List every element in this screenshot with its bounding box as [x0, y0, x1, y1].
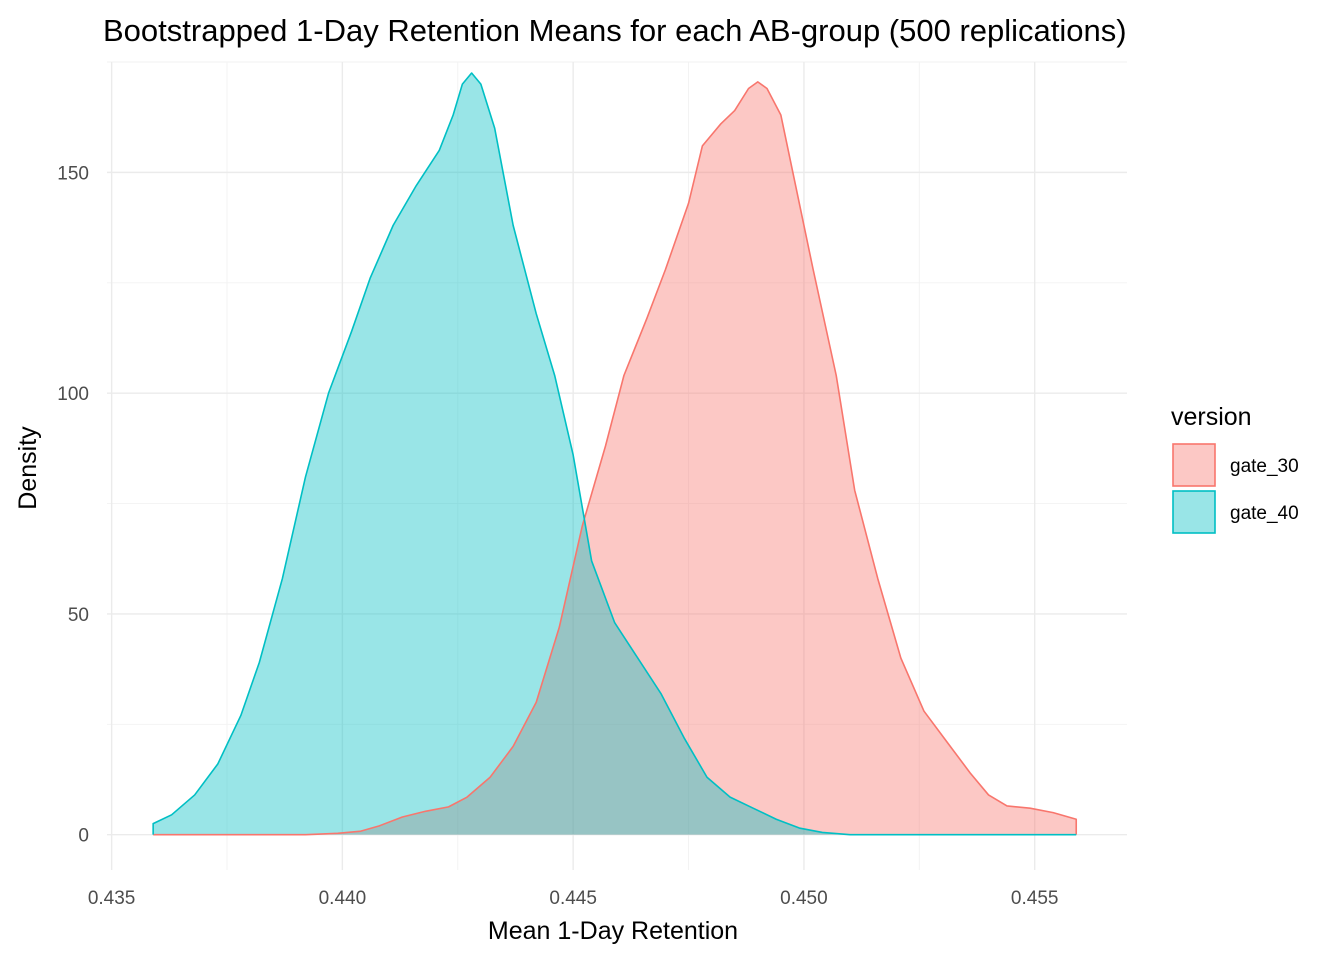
- legend-title: version: [1171, 403, 1252, 431]
- y-axis-tick-labels: 0 50 100 150: [57, 163, 89, 846]
- y-axis-title: Density: [14, 426, 42, 510]
- y-tick-label: 100: [57, 384, 89, 405]
- legend-item-gate_40: gate_40: [1172, 490, 1299, 534]
- x-axis-title: Mean 1-Day Retention: [488, 917, 738, 945]
- legend-label: gate_30: [1230, 456, 1299, 477]
- legend-items: gate_30 gate_40: [1172, 443, 1299, 534]
- x-tick-label: 0.435: [88, 888, 136, 909]
- density-area-gate_30: [153, 81, 1077, 835]
- density-line-gate_30: [153, 81, 1078, 836]
- legend-swatch: [1172, 490, 1216, 534]
- x-tick-label: 0.440: [319, 888, 367, 909]
- x-tick-label: 0.455: [1011, 888, 1059, 909]
- legend: version gate_30 gate_40: [1171, 403, 1299, 534]
- density-series: [152, 72, 1078, 836]
- legend-swatch: [1172, 443, 1216, 487]
- y-tick-label: 50: [68, 605, 89, 626]
- y-tick-label: 150: [57, 163, 89, 184]
- x-tick-label: 0.445: [549, 888, 597, 909]
- density-area-gate_40: [153, 73, 1077, 835]
- legend-label: gate_40: [1230, 503, 1299, 524]
- density-line-gate_40: [152, 72, 1077, 836]
- x-tick-label: 0.450: [780, 888, 828, 909]
- x-axis-tick-labels: 0.435 0.440 0.445 0.450 0.455: [88, 888, 1059, 909]
- y-tick-label: 0: [78, 826, 89, 847]
- legend-item-gate_30: gate_30: [1172, 443, 1299, 487]
- chart-title: Bootstrapped 1-Day Retention Means for e…: [103, 13, 1127, 48]
- minor-gridlines: [107, 61, 1127, 870]
